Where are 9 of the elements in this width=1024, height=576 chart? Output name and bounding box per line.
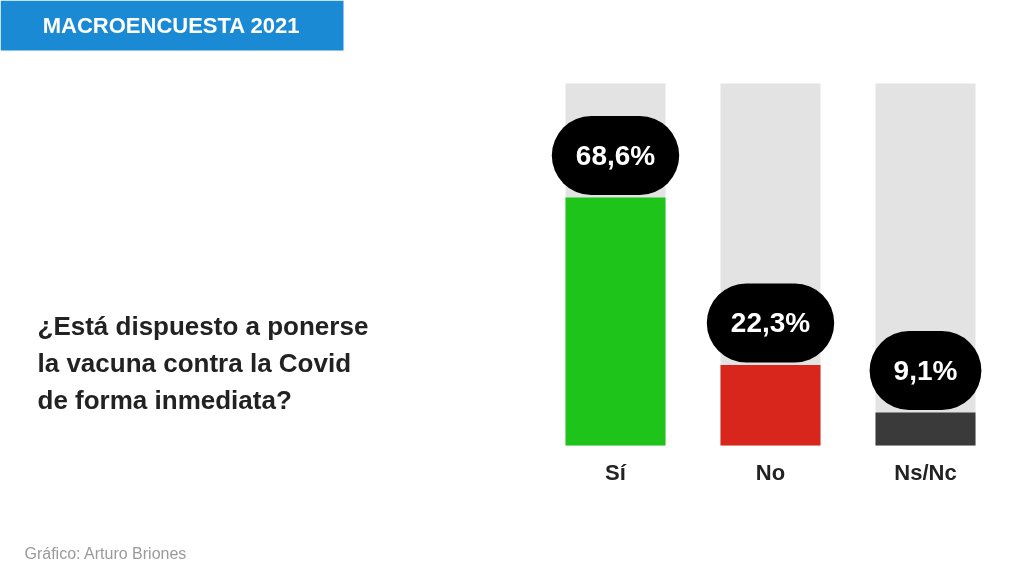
data-label: 9,1% xyxy=(893,355,958,387)
data-label: 22,3% xyxy=(730,307,811,339)
x-tick-label: No xyxy=(755,460,786,485)
data-label: 68,6% xyxy=(575,140,656,171)
text: MACROENCUESTA 2021 xyxy=(42,13,300,38)
text: ¿Está dispuesto a ponerse la vacuna contra la Covid de forma inmediata? xyxy=(37,310,369,415)
text: Gráfico: Arturo Briones xyxy=(24,545,187,562)
x-tick-label: Ns/Nc xyxy=(894,460,957,485)
x-tick-label: Sí xyxy=(605,460,627,485)
